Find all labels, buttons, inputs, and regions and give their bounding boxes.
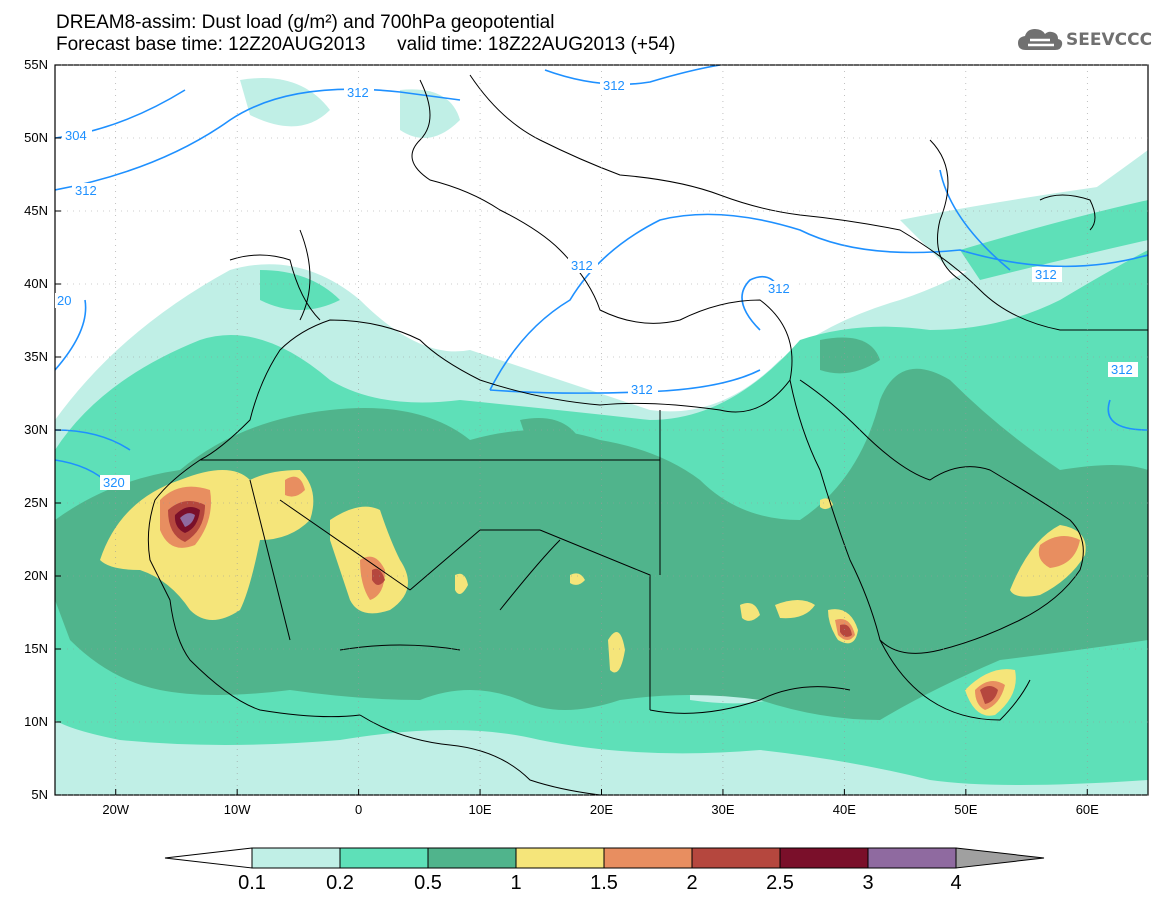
- lat-label: 50N: [24, 130, 48, 145]
- contour-label: 312: [768, 281, 790, 296]
- contour-label: 312: [571, 258, 593, 273]
- lat-label: 35N: [24, 349, 48, 364]
- colorbar-swatch: [779, 847, 869, 869]
- colorbar-tick-label: 0.1: [238, 872, 266, 894]
- colorbar-swatch: [251, 847, 341, 869]
- colorbar: [164, 847, 1045, 869]
- contour-label: 312: [347, 85, 369, 100]
- contour-label: 312: [75, 183, 97, 198]
- lat-label: 40N: [24, 276, 48, 291]
- logo-text: SEEVCCC: [1066, 30, 1153, 50]
- axis-ticks: [55, 64, 1088, 796]
- colorbar-tick-label: 3: [862, 872, 874, 894]
- colorbar-min-arrow: [164, 847, 253, 869]
- dust-field: [55, 65, 1148, 795]
- lon-label: 60E: [1075, 802, 1099, 817]
- colorbar-swatch: [867, 847, 957, 869]
- colorbar-tick-label: 1.5: [590, 872, 618, 894]
- lat-label: 30N: [24, 422, 48, 437]
- seevccc-logo: SEEVCCC: [1016, 26, 1152, 54]
- colorbar-swatch: [603, 847, 693, 869]
- colorbar-tick-label: 2: [686, 872, 698, 894]
- contour-label: 304: [65, 128, 87, 143]
- lat-label: 25N: [24, 495, 48, 510]
- colorbar-tick-label: 2.5: [766, 872, 794, 894]
- lat-label: 20N: [24, 568, 48, 583]
- lon-label: 50E: [954, 802, 978, 817]
- colorbar-swatch: [427, 847, 517, 869]
- lon-label: 30E: [711, 802, 735, 817]
- lat-label: 45N: [24, 203, 48, 218]
- colorbar-tick-label: 4: [950, 872, 962, 894]
- contour-label: 312: [631, 382, 653, 397]
- contour-label: 312: [603, 78, 625, 93]
- map-subtitle: Forecast base time: 12Z20AUG2013 valid t…: [56, 35, 675, 55]
- contour-label: 320: [103, 475, 125, 490]
- colorbar-tick-label: 1: [510, 872, 522, 894]
- colorbar-swatch: [515, 847, 605, 869]
- lat-label: 15N: [24, 641, 48, 656]
- lat-label: 5N: [31, 787, 48, 802]
- geopotential-contours: [55, 65, 1148, 486]
- valid-time: valid time: 18Z22AUG2013 (+54): [397, 34, 676, 55]
- map-title: DREAM8-assim: Dust load (g/m²) and 700hP…: [56, 12, 555, 33]
- contour-labels: 312 304 312 312 312 312 312 312 312 320 …: [55, 78, 1138, 490]
- contour-label: 20: [57, 293, 71, 308]
- lon-label: 20E: [589, 802, 614, 817]
- base-time: Forecast base time: 12Z20AUG2013: [56, 34, 366, 55]
- contour-label: 312: [1035, 267, 1057, 282]
- colorbar-tick-label: 0.2: [326, 872, 354, 894]
- colorbar-tick-label: 0.5: [414, 872, 442, 894]
- cloud-icon: [1018, 29, 1063, 50]
- lat-label: 55N: [24, 57, 48, 72]
- lon-label: 10W: [223, 802, 251, 817]
- colorbar-swatch: [691, 847, 781, 869]
- lat-label: 10N: [24, 714, 48, 729]
- colorbar-swatch: [339, 847, 429, 869]
- contour-label: 312: [1111, 362, 1133, 377]
- graticule: [55, 64, 1148, 796]
- lon-label: 40E: [832, 802, 856, 817]
- lon-label: 10E: [468, 802, 492, 817]
- coastlines: [147, 74, 1148, 795]
- lon-label: 20W: [102, 802, 130, 817]
- lon-label: 0: [354, 802, 363, 817]
- colorbar-max-arrow: [955, 847, 1045, 869]
